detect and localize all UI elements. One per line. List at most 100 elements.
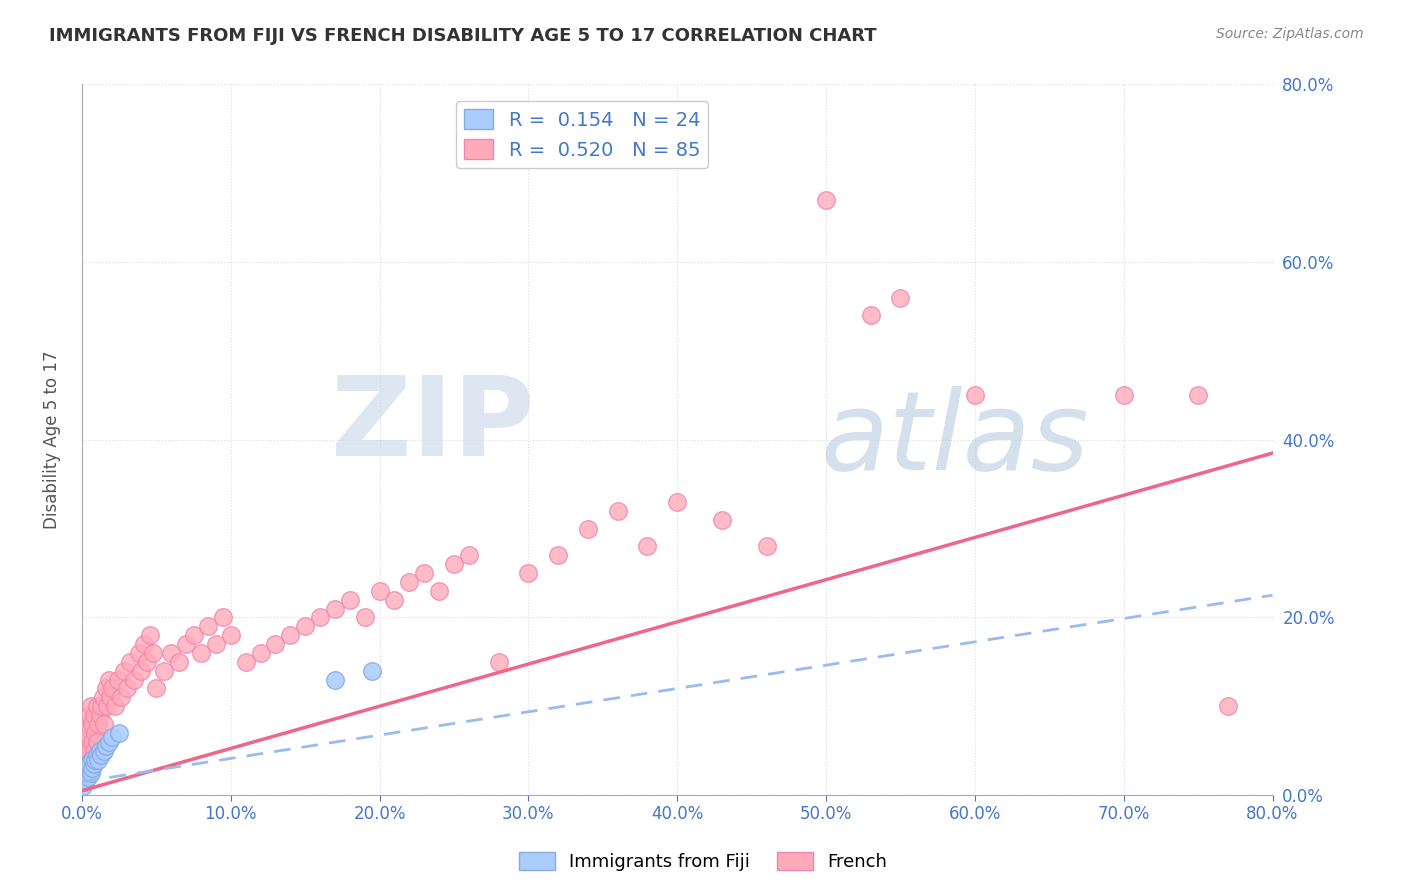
Point	[167, 655, 190, 669]
Point	[339, 592, 361, 607]
Point	[72, 761, 94, 775]
Point	[79, 708, 101, 723]
Point	[122, 673, 145, 687]
Point	[361, 664, 384, 678]
Point	[86, 748, 108, 763]
Point	[153, 664, 176, 678]
Point	[73, 735, 96, 749]
Point	[294, 619, 316, 633]
Point	[859, 309, 882, 323]
Y-axis label: Disability Age 5 to 17: Disability Age 5 to 17	[44, 351, 60, 529]
Point	[384, 592, 406, 607]
Point	[118, 655, 141, 669]
Point	[443, 557, 465, 571]
Point	[112, 664, 135, 678]
Point	[80, 765, 103, 780]
Point	[108, 726, 131, 740]
Point	[82, 761, 104, 775]
Text: IMMIGRANTS FROM FIJI VS FRENCH DISABILITY AGE 5 TO 17 CORRELATION CHART: IMMIGRANTS FROM FIJI VS FRENCH DISABILIT…	[49, 27, 877, 45]
Point	[212, 610, 235, 624]
Point	[104, 699, 127, 714]
Point	[755, 539, 778, 553]
Point	[79, 756, 101, 771]
Point	[323, 673, 346, 687]
Point	[100, 731, 122, 745]
Point	[160, 646, 183, 660]
Point	[73, 770, 96, 784]
Point	[80, 752, 103, 766]
Point	[963, 388, 986, 402]
Point	[97, 673, 120, 687]
Legend: Immigrants from Fiji, French: Immigrants from Fiji, French	[512, 845, 894, 879]
Point	[368, 583, 391, 598]
Point	[323, 601, 346, 615]
Point	[77, 717, 100, 731]
Point	[87, 717, 110, 731]
Point	[606, 504, 628, 518]
Point	[278, 628, 301, 642]
Point	[87, 752, 110, 766]
Point	[488, 655, 510, 669]
Point	[79, 761, 101, 775]
Point	[398, 574, 420, 589]
Point	[83, 756, 105, 771]
Text: Source: ZipAtlas.com: Source: ZipAtlas.com	[1216, 27, 1364, 41]
Point	[309, 610, 332, 624]
Point	[94, 739, 117, 754]
Point	[134, 637, 156, 651]
Point	[93, 744, 115, 758]
Point	[84, 726, 107, 740]
Point	[145, 681, 167, 696]
Point	[79, 744, 101, 758]
Point	[83, 744, 105, 758]
Point	[637, 539, 659, 553]
Point	[142, 646, 165, 660]
Point	[82, 717, 104, 731]
Text: atlas: atlas	[820, 386, 1088, 493]
Point	[97, 735, 120, 749]
Point	[353, 610, 375, 624]
Point	[100, 681, 122, 696]
Text: ZIP: ZIP	[330, 372, 534, 479]
Legend: R =  0.154   N = 24, R =  0.520   N = 85: R = 0.154 N = 24, R = 0.520 N = 85	[456, 102, 707, 168]
Point	[80, 699, 103, 714]
Point	[139, 628, 162, 642]
Point	[183, 628, 205, 642]
Point	[517, 566, 540, 580]
Point	[73, 774, 96, 789]
Point	[110, 690, 132, 705]
Point	[190, 646, 212, 660]
Point	[75, 765, 97, 780]
Point	[264, 637, 287, 651]
Point	[96, 699, 118, 714]
Point	[889, 291, 911, 305]
Point	[710, 513, 733, 527]
Point	[72, 744, 94, 758]
Point	[94, 681, 117, 696]
Point	[427, 583, 450, 598]
Point	[1112, 388, 1135, 402]
Point	[91, 690, 114, 705]
Point	[75, 761, 97, 775]
Point	[89, 744, 111, 758]
Point	[115, 681, 138, 696]
Point	[86, 699, 108, 714]
Point	[72, 779, 94, 793]
Point	[75, 752, 97, 766]
Point	[1216, 699, 1239, 714]
Point	[82, 735, 104, 749]
Point	[666, 495, 689, 509]
Point	[82, 752, 104, 766]
Point	[815, 193, 838, 207]
Point	[457, 548, 479, 562]
Point	[90, 699, 112, 714]
Point	[107, 673, 129, 687]
Point	[205, 637, 228, 651]
Point	[75, 726, 97, 740]
Point	[235, 655, 257, 669]
Point	[84, 752, 107, 766]
Point	[576, 522, 599, 536]
Point	[73, 770, 96, 784]
Point	[197, 619, 219, 633]
Point	[77, 770, 100, 784]
